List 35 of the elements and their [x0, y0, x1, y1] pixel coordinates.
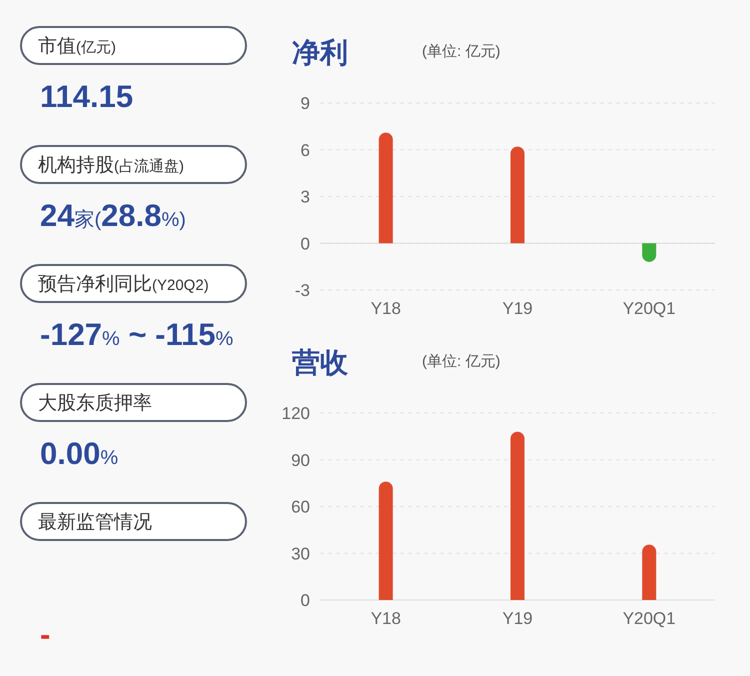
text: 大股东质押率: [38, 392, 152, 414]
text: 机构持股(占流通盘): [38, 155, 184, 176]
y-tick-label: 3: [300, 188, 310, 206]
x-tick-label: Y18: [370, 609, 401, 628]
bar: [378, 132, 393, 244]
x-tick-label: Y18: [370, 299, 401, 318]
x-tick-label: Y19: [502, 609, 533, 628]
text: -127% ~ -115%: [40, 317, 234, 352]
y-tick-label: 9: [300, 94, 310, 113]
y-tick-label: 60: [291, 498, 310, 516]
text: 114.15: [40, 79, 134, 114]
text: -: [40, 617, 50, 652]
text: 预告净利同比(Y20Q2): [38, 274, 209, 295]
y-tick-label: -3: [294, 281, 310, 300]
chart-subtitle: (单位: 亿元): [422, 43, 500, 60]
text: 24家(28.8%): [40, 198, 186, 233]
bar: [510, 146, 524, 244]
text: 0.00%: [40, 436, 118, 471]
y-tick-label: 0: [300, 234, 310, 254]
y-tick-label: 30: [291, 544, 310, 564]
text: 最新监管情况: [38, 511, 152, 533]
text: 市值(亿元): [38, 35, 116, 57]
bar: [378, 482, 393, 600]
x-tick-label: Y20Q1: [622, 609, 676, 628]
chart-title: 营收: [291, 347, 349, 378]
x-tick-label: Y19: [502, 299, 533, 318]
y-tick-label: 90: [291, 450, 310, 470]
y-tick-label: 0: [300, 591, 310, 610]
y-tick-label: 120: [282, 404, 310, 423]
x-tick-label: Y20Q1: [622, 299, 676, 318]
chart-subtitle: (单位: 亿元): [422, 353, 500, 370]
bar: [510, 432, 524, 600]
bar: [642, 544, 656, 600]
chart-title: 净利: [292, 37, 348, 68]
y-tick-label: 6: [300, 140, 310, 160]
